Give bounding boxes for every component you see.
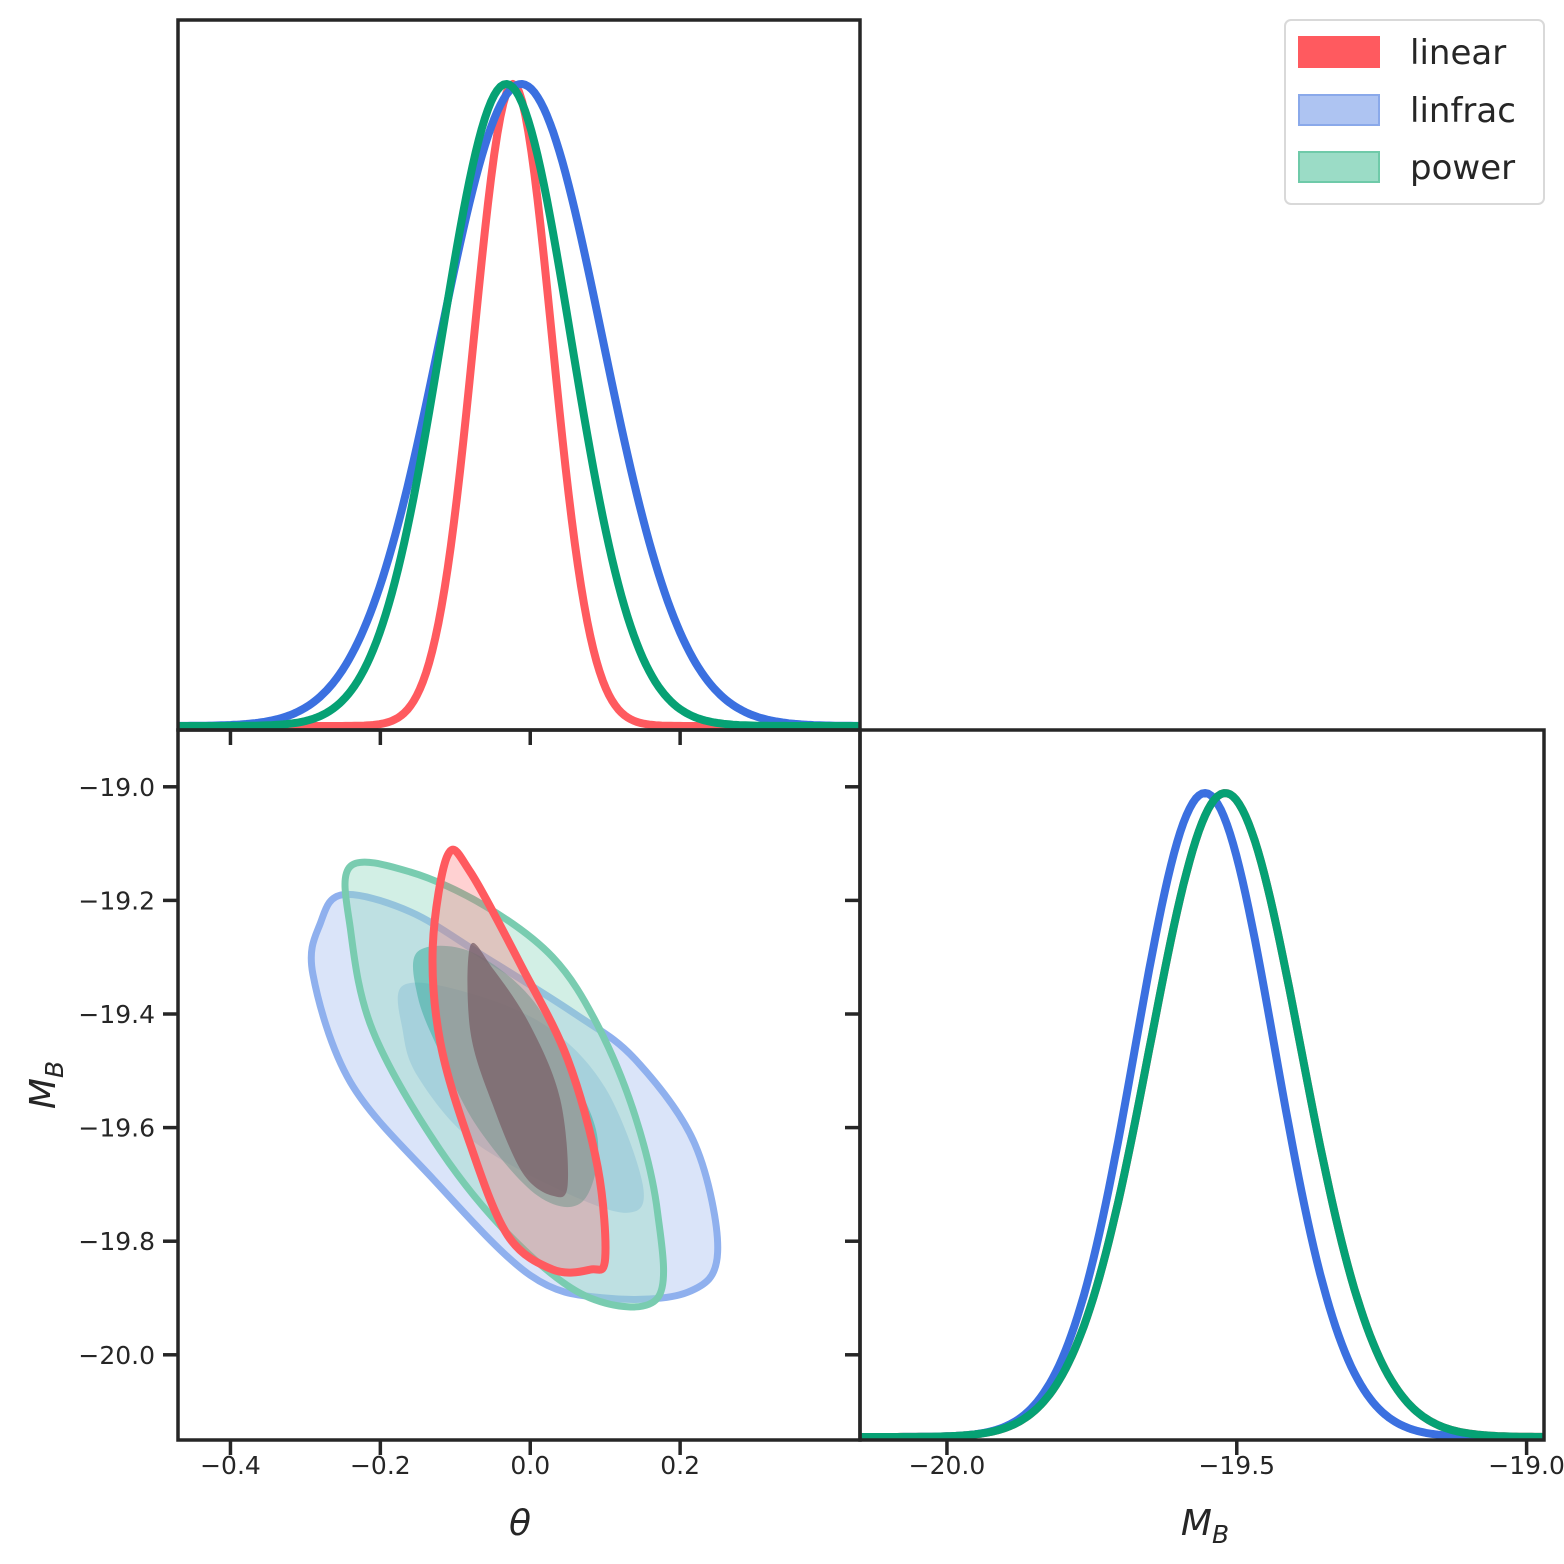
mb-y-axis-label: MB xyxy=(23,1061,69,1109)
contour-linear-68 xyxy=(467,942,569,1198)
theta-marginal-linfrac xyxy=(178,80,860,730)
theta-tick-label: 0.2 xyxy=(660,1451,700,1480)
mb-y-tick-label: −19.2 xyxy=(78,886,155,915)
mb-x-tick-label: −20.0 xyxy=(909,1451,986,1480)
mb-x-axis-label-main: M xyxy=(1181,1503,1212,1544)
theta-tick-label: −0.2 xyxy=(350,1451,411,1480)
mb-x-tick-label: −19.5 xyxy=(1198,1451,1275,1480)
theta-tick-label: −0.4 xyxy=(200,1451,261,1480)
legend-swatch-linear xyxy=(1298,36,1380,68)
mb-y-tick-label: −19.0 xyxy=(78,773,155,802)
mb-y-axis-label-subscript: B xyxy=(40,1061,69,1078)
legend: linear linfrac power xyxy=(1284,19,1545,205)
theta-marginal-panel xyxy=(178,20,860,730)
mb-y-tick-label: −19.6 xyxy=(78,1114,155,1143)
joint-contours xyxy=(307,845,722,1311)
mb-y-tick-label: −20.0 xyxy=(78,1341,155,1370)
theta-axis-label: θ xyxy=(509,1503,531,1544)
mb-x-axis-label: MB xyxy=(1181,1503,1229,1549)
theta-marginal-curves xyxy=(178,80,860,730)
mb-marginal-frame xyxy=(858,728,1546,1442)
theta-marginal-power xyxy=(178,80,860,730)
mb-marginal-panel xyxy=(860,730,1544,1440)
legend-label-linfrac: linfrac xyxy=(1410,91,1516,131)
legend-label-power: power xyxy=(1410,148,1515,188)
mb-marginal-curves xyxy=(860,789,1544,1440)
legend-swatch-linfrac xyxy=(1298,94,1380,126)
mb-y-tick-label: −19.8 xyxy=(78,1227,155,1256)
mb-x-axis-label-subscript: B xyxy=(1212,1520,1229,1549)
mb-y-axis-label-main: M xyxy=(23,1078,64,1109)
axis-ticks: −0.4 −0.2 0.0 0.2 −20.0 −19.8 −19.6 −19.4 −19.2 −… xyxy=(78,730,1564,1480)
legend-swatch-power xyxy=(1298,151,1380,183)
mb-x-tick-label: −19.0 xyxy=(1488,1451,1564,1480)
mb-y-tick-label: −19.4 xyxy=(78,1000,155,1029)
theta-tick-label: 0.0 xyxy=(510,1451,550,1480)
legend-label-linear: linear xyxy=(1410,33,1506,73)
panel-frames xyxy=(176,18,1546,1442)
mb-marginal-power xyxy=(860,789,1544,1440)
